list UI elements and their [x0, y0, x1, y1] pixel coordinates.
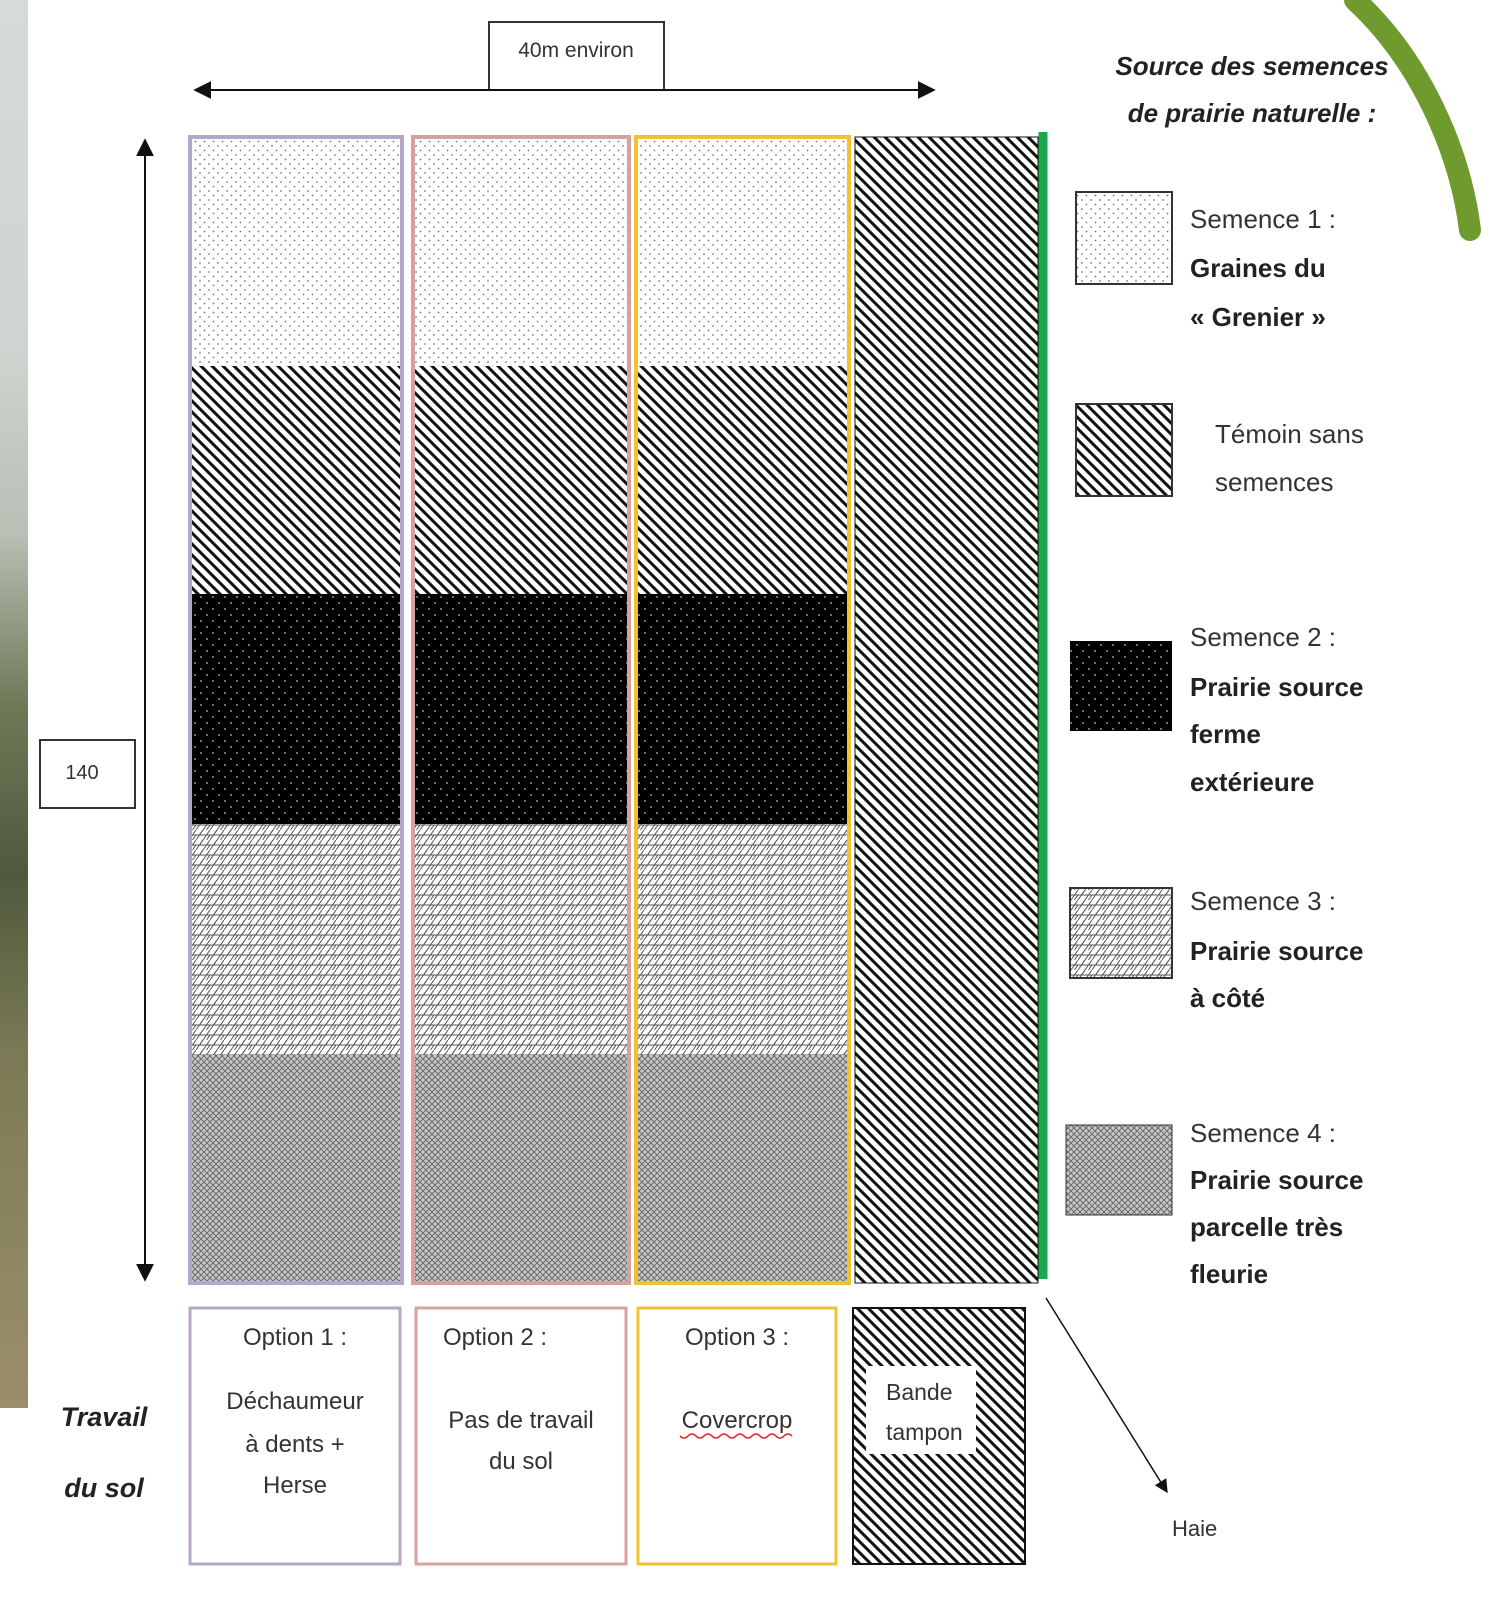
legend-item-5-line4: fleurie [1190, 1259, 1268, 1289]
buffer-box: Bande tampon [852, 1307, 1026, 1565]
legend-swatch-temoin [1075, 403, 1173, 497]
legend-item-4-line3: à côté [1190, 983, 1265, 1013]
soil-work-label: Travail du sol [61, 1402, 148, 1503]
plot-cell [413, 366, 629, 594]
plot-cell [190, 824, 402, 1055]
legend-swatch-semence-3 [1069, 887, 1173, 979]
legend-item-2-line1: Témoin sans [1215, 419, 1364, 449]
option-2-line1: Pas de travail [448, 1407, 593, 1434]
legend-item-3-line3: ferme [1190, 719, 1261, 749]
legend-title-line2: de prairie naturelle : [1128, 98, 1377, 128]
option-1-line2: à dents + [245, 1431, 344, 1458]
legend-title-line1: Source des semences [1115, 51, 1388, 81]
plot-cell [636, 594, 849, 824]
legend-swatch-semence-1 [1075, 191, 1173, 285]
height-label: 140 [65, 762, 98, 784]
legend-item-1-line3: « Grenier » [1190, 302, 1326, 332]
option-2-title: Option 2 : [443, 1324, 547, 1351]
option-3-box: Option 3 : Covercrop [636, 1306, 838, 1566]
width-label: 40m environ [518, 39, 634, 62]
plot-cell [636, 137, 849, 366]
legend-item-2-line2: semences [1215, 467, 1334, 497]
buffer-label-line1: Bande [886, 1379, 953, 1405]
option-1-box: Option 1 : Déchaumeur à dents + Herse [188, 1306, 402, 1566]
plot-cell [636, 1055, 849, 1283]
hedge-pointer: Haie [1045, 1297, 1217, 1541]
background-photo-strip [0, 0, 28, 1408]
option-1-line1: Déchaumeur [226, 1388, 363, 1415]
legend-item-1-line2: Graines du [1190, 253, 1326, 283]
legend-item-1-line1: Semence 1 : [1190, 204, 1336, 234]
legend-swatch-semence-4 [1065, 1124, 1173, 1216]
option-3-column-border [634, 135, 851, 1285]
legend-item-5-line3: parcelle très [1190, 1212, 1343, 1242]
plot-cell [190, 1055, 402, 1283]
legend-item-4-line1: Semence 3 : [1190, 886, 1336, 916]
plot-cell [190, 137, 402, 366]
soil-work-label-line1: Travail [61, 1402, 148, 1432]
plot-cell [413, 594, 629, 824]
option-2-line2: du sol [489, 1448, 553, 1475]
plot-grid [188, 132, 1048, 1285]
legend-item-5-line1: Semence 4 : [1190, 1118, 1336, 1148]
option-1-line3: Herse [263, 1472, 327, 1499]
option-3-line1: Covercrop [682, 1407, 793, 1434]
plot-cell [636, 824, 849, 1055]
plot-cell [190, 594, 402, 824]
legend-swatch-semence-2 [1070, 641, 1172, 731]
soil-work-label-line2: du sol [64, 1473, 144, 1503]
plot-cell [413, 824, 629, 1055]
option-3-title: Option 3 : [685, 1324, 789, 1351]
plot-cell [413, 1055, 629, 1283]
plot-cell [413, 137, 629, 366]
decorative-arc [1344, 0, 1481, 241]
spellcheck-underline [679, 1433, 793, 1439]
hedge-label: Haie [1172, 1516, 1217, 1541]
legend-item-5-line2: Prairie source [1190, 1165, 1363, 1195]
option-2-box: Option 2 : Pas de travail du sol [414, 1306, 628, 1566]
option-1-title: Option 1 : [243, 1324, 347, 1351]
legend-item-3-line2: Prairie source [1190, 672, 1363, 702]
legend: Source des semences de prairie naturelle… [1065, 51, 1389, 1289]
legend-item-3-line1: Semence 2 : [1190, 622, 1336, 652]
buffer-label-line2: tampon [886, 1419, 963, 1445]
legend-item-3-line4: extérieure [1190, 767, 1314, 797]
width-dimension: 40m environ [193, 21, 936, 99]
buffer-strip [854, 136, 1039, 1284]
option-2-column-border [411, 135, 631, 1285]
legend-item-4-line2: Prairie source [1190, 936, 1363, 966]
plot-cell [636, 366, 849, 594]
plot-cell [190, 366, 402, 594]
option-1-column-border [188, 135, 404, 1285]
height-dimension: 140 [39, 138, 154, 1282]
